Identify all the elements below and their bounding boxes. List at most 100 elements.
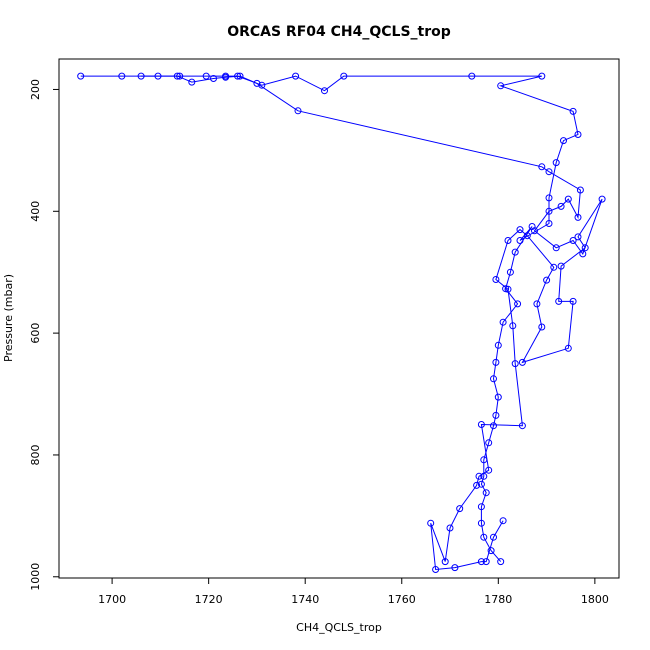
data-point [545, 207, 553, 215]
data-point [477, 503, 485, 511]
data-point [446, 524, 454, 532]
x-tick-label: 1740 [291, 593, 319, 606]
data-point [569, 237, 577, 244]
data-point [492, 358, 500, 366]
data-point [564, 344, 572, 352]
data-point [511, 360, 519, 368]
data-point [576, 186, 584, 194]
data-point [518, 358, 526, 366]
data-point [545, 168, 553, 176]
series-line-2 [141, 75, 603, 571]
series-layer [77, 72, 606, 573]
data-point [506, 268, 514, 276]
data-point [236, 72, 244, 80]
data-point [77, 72, 85, 80]
data-point [538, 323, 546, 331]
data-point [557, 202, 565, 210]
x-tick-label: 1760 [388, 593, 416, 606]
data-point [531, 227, 538, 235]
chart-title: ORCAS RF04 CH4_QCLS_trop [227, 24, 451, 40]
data-point [477, 421, 485, 428]
data-point [477, 558, 485, 566]
y-tick-label: 1000 [29, 563, 42, 591]
data-point [492, 411, 500, 419]
data-point [292, 72, 300, 80]
data-point [545, 194, 553, 202]
data-point [504, 237, 512, 244]
data-point [480, 533, 488, 541]
data-point [473, 481, 481, 489]
data-point [137, 72, 145, 80]
data-point [340, 72, 348, 80]
data-point [516, 226, 524, 234]
x-tick-label: 1720 [195, 593, 223, 606]
data-point [494, 341, 502, 349]
data-point [294, 107, 302, 115]
data-point [543, 276, 551, 284]
data-point [509, 322, 517, 330]
data-point [533, 300, 541, 308]
data-point [574, 233, 582, 241]
data-point [494, 393, 502, 401]
x-axis: 1700 1720 1740 1760 1780 1800 [98, 578, 609, 606]
data-point [499, 318, 507, 326]
data-point [485, 466, 493, 474]
data-point [499, 517, 507, 525]
data-point [552, 244, 560, 252]
x-tick-label: 1800 [581, 593, 609, 606]
y-tick-label: 800 [29, 444, 42, 465]
data-point [321, 87, 328, 95]
data-point [432, 566, 440, 573]
y-axis: 200 400 600 800 1000 [29, 79, 59, 591]
data-point [253, 79, 261, 87]
data-point [538, 72, 546, 80]
data-point [579, 250, 587, 258]
data-point [497, 82, 505, 90]
data-point [202, 72, 210, 80]
data-point [545, 220, 553, 227]
data-point [574, 131, 582, 138]
data-point [477, 480, 485, 488]
data-point [564, 195, 572, 203]
data-point [569, 107, 577, 115]
data-point [497, 558, 505, 566]
data-point [492, 276, 500, 283]
data-point [475, 472, 483, 480]
data-point [188, 78, 196, 86]
data-point [518, 422, 526, 430]
data-point [490, 422, 497, 430]
x-tick-label: 1700 [98, 593, 126, 606]
x-tick-label: 1780 [484, 593, 512, 606]
data-point [538, 163, 546, 171]
data-point [427, 519, 435, 527]
data-point [173, 72, 181, 80]
plot-frame [58, 58, 620, 579]
data-point [574, 213, 582, 221]
data-point [487, 547, 495, 555]
data-point [569, 297, 577, 305]
data-point [456, 505, 464, 513]
y-tick-label: 600 [29, 323, 42, 344]
data-point [560, 137, 567, 145]
data-point [477, 519, 485, 527]
data-point [222, 73, 230, 81]
data-point [514, 300, 522, 308]
data-point [118, 72, 126, 80]
data-point [482, 558, 490, 566]
data-point [468, 72, 476, 80]
data-point [511, 248, 519, 256]
y-tick-label: 400 [29, 201, 42, 222]
data-point [557, 262, 565, 270]
data-point [482, 489, 490, 497]
data-point [210, 75, 217, 82]
data-point [504, 285, 512, 293]
data-point [523, 232, 531, 240]
data-point [490, 533, 497, 541]
data-point [485, 439, 493, 447]
data-point [581, 244, 589, 252]
y-tick-label: 200 [29, 79, 42, 100]
y-axis-label: Pressure (mbar) [2, 274, 15, 362]
data-point [516, 237, 524, 244]
series-line-1 [80, 75, 579, 562]
